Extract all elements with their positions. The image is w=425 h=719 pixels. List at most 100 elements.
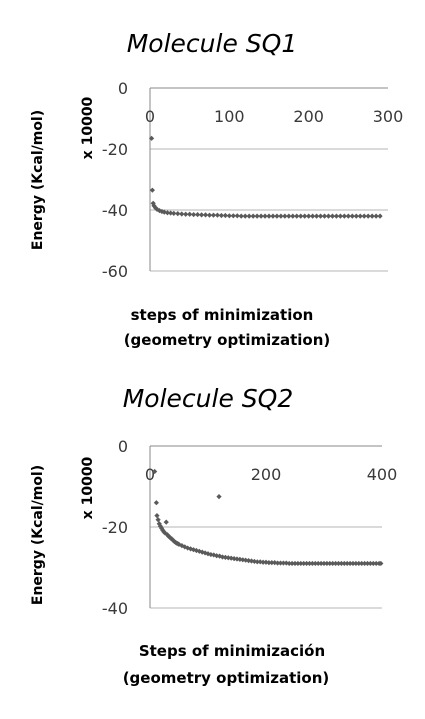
chart2-point-21 [176, 541, 182, 548]
chart2-point-53 [266, 560, 272, 566]
chart1-point-56 [349, 213, 355, 219]
chart2-point-52 [263, 559, 269, 565]
chart2-title: Molecule SQ2 [123, 384, 294, 413]
chart1-y-unit-label: x 10000 [80, 96, 96, 159]
chart1-x-ticks: 0 100 200 300 [145, 107, 403, 126]
chart1-point-13 [179, 211, 185, 217]
chart2-point-78 [338, 560, 344, 567]
chart1-point-9 [164, 210, 171, 216]
chart1-point-25 [226, 213, 232, 219]
chart2-x-axis-label-line1: Steps of minimización [139, 642, 325, 660]
chart1-point-33 [258, 213, 264, 219]
chart1-point-16 [191, 211, 197, 218]
chart2-point-88 [367, 560, 373, 567]
chart2-point-28 [196, 548, 202, 554]
chart1-y-ticks: 0 -20 -40 -60 [102, 79, 128, 281]
chart1-point-11 [171, 210, 177, 216]
chart2-point-69 [312, 560, 318, 567]
chart2-point-65 [301, 560, 307, 567]
chart2-point-90 [373, 560, 379, 567]
chart2-point-48 [251, 558, 257, 565]
chart1-point-21 [210, 212, 217, 218]
chart1-point-32 [254, 213, 260, 219]
chart1-point-26 [230, 213, 236, 219]
chart2-point-64 [298, 560, 304, 567]
chart1-point-58 [357, 213, 363, 219]
chart2-point-73 [324, 560, 330, 567]
chart2-point-59 [283, 560, 289, 566]
chart2-point-92 [378, 560, 384, 567]
chart2-point-70 [315, 560, 321, 567]
chart1-point-1 [149, 187, 155, 193]
chart1-point-55 [345, 213, 351, 219]
chart2-point-51 [260, 559, 266, 565]
chart2-point-79 [341, 560, 347, 567]
chart2-x-axis-label-line2: (geometry optimization) [123, 669, 330, 687]
chart2-point-83 [353, 560, 359, 567]
chart2-point-77 [335, 560, 342, 567]
chart2-y-tick-label-0: 0 [118, 437, 128, 456]
chart1-point-52 [333, 213, 340, 219]
chart1-point-34 [262, 213, 268, 219]
chart2-point-23 [182, 544, 188, 550]
chart2-x-tick-label-0: 0 [145, 465, 155, 484]
chart2-point-1 [153, 500, 159, 506]
chart1-point-17 [195, 211, 201, 218]
chart2-point-7 [160, 527, 166, 533]
chart1-point-0 [148, 135, 155, 141]
chart2-point-84 [356, 560, 362, 567]
chart-sq2: Molecule SQ2 0 -20 -40 0 200 400 Energy (Kca… [30, 384, 397, 687]
chart2-point-87 [364, 560, 371, 567]
chart1-point-18 [198, 212, 205, 218]
chart2-point-86 [362, 560, 368, 567]
chart2-point-49 [254, 559, 260, 565]
chart2-y-unit-label: x 10000 [80, 456, 96, 519]
chart2-point-2 [154, 513, 160, 519]
chart1-point-48 [317, 213, 324, 219]
chart2-point-30 [202, 550, 208, 556]
chart1-point-27 [234, 213, 240, 219]
chart1-y-tick-label-1: -20 [102, 140, 128, 159]
chart2-points [152, 468, 384, 567]
chart1-point-53 [337, 213, 343, 219]
chart1-point-59 [361, 213, 367, 219]
chart1-point-46 [310, 213, 316, 219]
chart1-point-61 [369, 213, 375, 219]
chart2-point-67 [306, 560, 313, 567]
chart2-point-72 [321, 560, 327, 567]
chart2-gridlines [149, 445, 382, 609]
chart2-y-ticks: 0 -20 -40 [102, 437, 128, 618]
chart1-point-35 [266, 213, 272, 219]
chart1-point-39 [282, 213, 288, 219]
chart1-point-37 [274, 213, 280, 219]
chart2-point-62 [292, 560, 298, 567]
chart2-point-80 [344, 560, 350, 567]
chart1-point-63 [377, 213, 383, 219]
chart1-point-44 [302, 213, 308, 219]
chart2-point-81 [347, 560, 353, 567]
chart1-point-41 [290, 213, 296, 219]
chart2-point-66 [304, 560, 310, 567]
chart1-point-24 [222, 212, 228, 219]
chart1-point-23 [218, 212, 224, 219]
chart1-point-43 [298, 213, 304, 219]
chart1-point-36 [270, 213, 276, 219]
chart2-point-56 [275, 560, 281, 566]
chart1-point-10 [168, 210, 174, 216]
chart2-point-44 [240, 557, 246, 563]
chart1-point-12 [175, 211, 181, 217]
chart2-y-axis-label: Energy (Kcal/mol) [30, 465, 46, 605]
chart2-point-63 [295, 560, 301, 567]
chart1-x-axis-label-line1: steps of minimization [131, 306, 314, 324]
chart2-point-27 [193, 547, 199, 554]
chart1-point-15 [187, 211, 193, 217]
chart-sq1: Molecule SQ1 0 -20 -40 -60 0 100 200 300 Energ… [30, 29, 403, 349]
chart2-point-60 [286, 560, 292, 567]
chart2-point-82 [350, 560, 356, 567]
chart2-point-57 [277, 560, 284, 566]
chart1-gridlines [149, 87, 388, 272]
chart2-point-76 [333, 560, 339, 567]
chart2-point-32 [208, 551, 214, 558]
chart1-y-tick-label-0: 0 [118, 79, 128, 98]
